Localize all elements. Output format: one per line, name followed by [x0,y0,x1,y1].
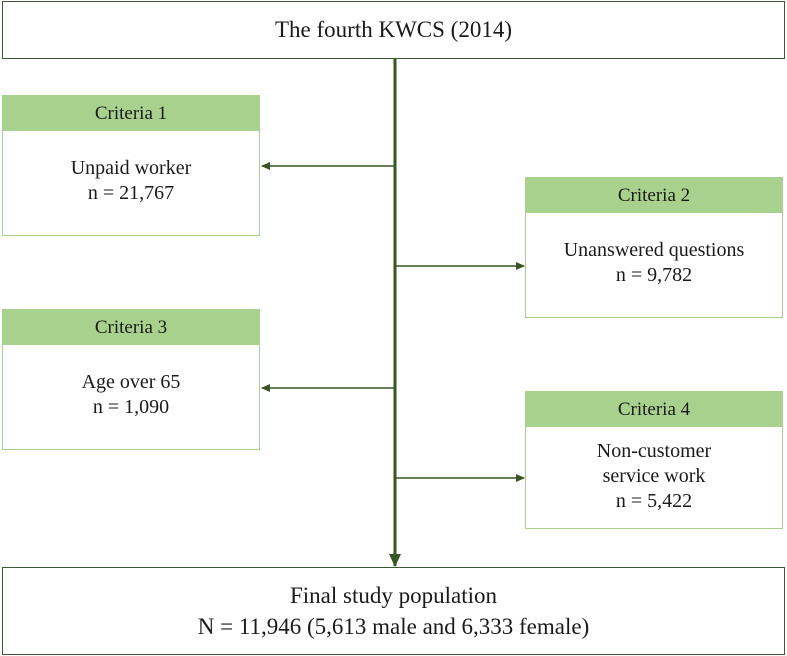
criteria-1-heading: Criteria 1 [3,96,259,131]
criteria-4-heading: Criteria 4 [526,392,782,427]
source-title: The fourth KWCS (2014) [275,17,512,42]
criteria-4-body: Non-customer service work n = 5,422 [526,427,782,525]
criteria-4-label-line-1: Non-customer [596,439,712,462]
criteria-4-count: n = 5,422 [615,489,693,512]
criteria-2-body: Unanswered questions n = 9,782 [526,213,782,313]
criteria-3-count: n = 1,090 [92,396,170,418]
criteria-2-count: n = 9,782 [615,264,693,286]
criteria-4-label-line-2: service work [602,464,706,487]
criteria-3-body: Age over 65 n = 1,090 [3,345,259,445]
final-title: Final study population [290,583,497,608]
criteria-1-body: Unpaid worker n = 21,767 [3,131,259,231]
criteria-1-box: Criteria 1 Unpaid worker n = 21,767 [2,95,260,236]
criteria-3-box: Criteria 3 Age over 65 n = 1,090 [2,309,260,450]
criteria-1-count: n = 21,767 [87,182,175,204]
source-box: The fourth KWCS (2014) [2,1,785,59]
criteria-2-label: Unanswered questions [563,239,745,261]
criteria-3-label: Age over 65 [81,371,181,393]
final-population-box: Final study population N = 11,946 (5,613… [2,567,785,655]
final-count: N = 11,946 (5,613 male and 6,333 female) [197,614,590,639]
criteria-3-heading: Criteria 3 [3,310,259,345]
criteria-1-label: Unpaid worker [70,157,192,179]
criteria-2-heading: Criteria 2 [526,178,782,213]
criteria-2-box: Criteria 2 Unanswered questions n = 9,78… [525,177,783,318]
criteria-4-box: Criteria 4 Non-customer service work n =… [525,391,783,529]
